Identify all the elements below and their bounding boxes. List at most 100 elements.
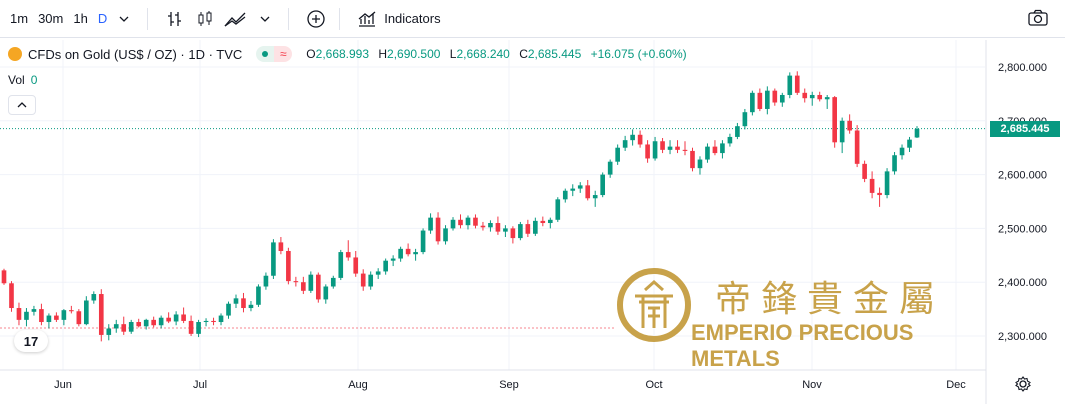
candle-up	[308, 274, 314, 291]
candle-up	[884, 171, 890, 196]
camera-icon[interactable]	[1027, 8, 1049, 33]
candle-up	[450, 219, 456, 229]
compare-toggle[interactable]: ≈	[256, 46, 293, 62]
chevron-down-icon[interactable]	[111, 6, 137, 32]
candle-down	[473, 217, 478, 226]
x-tick-label: Jun	[54, 379, 72, 391]
candle-up	[143, 319, 149, 327]
candle-up	[607, 161, 613, 175]
timeframe-1h[interactable]: 1h	[73, 11, 88, 26]
symbol-title[interactable]: CFDs on Gold (US$ / OZ) · 1D · TVC	[28, 46, 243, 62]
y-tick-label: 2,500.000	[998, 223, 1047, 235]
plus-circle-icon[interactable]	[303, 6, 329, 32]
candle-up	[779, 94, 785, 103]
candle-down	[540, 220, 546, 224]
candle-up	[809, 94, 815, 99]
candle-down	[39, 309, 44, 323]
candle-down	[832, 97, 838, 143]
candle-down	[98, 294, 104, 335]
tradingview-logo-icon[interactable]: 17	[14, 330, 48, 352]
candle-up	[383, 260, 388, 272]
candle-down	[817, 94, 823, 100]
candle-down	[525, 224, 531, 234]
close-value: 2,685.445	[527, 47, 582, 61]
indicators-icon[interactable]	[354, 6, 380, 32]
candles-icon[interactable]	[192, 6, 218, 32]
x-tick-label: Aug	[348, 379, 368, 391]
candle-up	[465, 217, 471, 226]
candle-down	[315, 274, 321, 300]
candle-down	[675, 146, 680, 150]
candle-down	[847, 120, 852, 131]
candle-down	[854, 130, 860, 164]
indicators-button[interactable]: Indicators	[384, 11, 441, 26]
candle-up	[158, 317, 164, 326]
candle-down	[345, 252, 351, 258]
candle-up	[83, 300, 89, 325]
settings-icon[interactable]	[1015, 376, 1031, 397]
y-tick-label: 2,600.000	[998, 170, 1047, 182]
chevron-down-icon[interactable]	[252, 6, 278, 32]
candle-up	[248, 304, 254, 309]
bar-chart-icon[interactable]	[162, 6, 188, 32]
last-price-tag: 2,685.445	[990, 121, 1060, 137]
candle-up	[735, 126, 740, 137]
candle-up	[667, 146, 673, 150]
candle-down	[301, 282, 306, 291]
candle-up	[892, 155, 897, 172]
candle-down	[495, 223, 501, 232]
gold-symbol-icon	[8, 47, 22, 61]
candle-up	[31, 309, 37, 312]
candle-up	[630, 134, 635, 141]
candle-up	[592, 195, 598, 199]
timeframe-1m[interactable]: 1m	[10, 11, 29, 26]
candle-down	[188, 320, 194, 334]
candle-up	[226, 303, 231, 316]
candle-down	[76, 311, 82, 325]
watermark: 帝鋒貴金屬 EMPERIO PRECIOUS METALS	[615, 268, 990, 371]
candle-up	[907, 139, 912, 148]
candle-down	[405, 248, 411, 255]
candle-down	[510, 228, 516, 239]
candle-up	[488, 223, 493, 228]
candle-down	[121, 324, 127, 332]
timeframe-d[interactable]: D	[97, 11, 108, 26]
candle-up	[390, 258, 396, 261]
candle-down	[69, 310, 74, 312]
candle-up	[398, 248, 403, 259]
candle-down	[869, 178, 875, 193]
candle-up	[518, 224, 523, 239]
candles-group	[1, 71, 920, 342]
candle-down	[637, 134, 643, 145]
candle-up	[622, 140, 628, 148]
timeframe-30m[interactable]: 30m	[38, 11, 64, 26]
line-chart-icon[interactable]	[222, 6, 248, 32]
candle-up	[765, 90, 770, 109]
wave-icon: ≈	[274, 46, 293, 62]
candle-down	[286, 250, 291, 282]
watermark-chinese: 帝鋒貴金屬	[715, 279, 946, 320]
dot-icon	[256, 46, 275, 62]
candle-down	[877, 192, 882, 196]
candle-down	[862, 163, 867, 179]
candle-down	[645, 144, 650, 159]
collapse-legend-button[interactable]	[8, 95, 36, 115]
candle-up	[503, 228, 508, 232]
candle-up	[428, 217, 433, 231]
candle-up	[218, 315, 224, 323]
candle-up	[577, 185, 583, 189]
x-tick-label: Nov	[802, 379, 822, 391]
candle-down	[682, 149, 688, 151]
high-value: 2,690.500	[387, 47, 441, 61]
candle-down	[757, 92, 763, 109]
x-tick-label: Jul	[193, 379, 207, 391]
candle-up	[330, 277, 336, 287]
candle-down	[585, 185, 591, 199]
y-tick-label: 2,300.000	[998, 331, 1047, 343]
candle-down	[278, 242, 284, 251]
candle-up	[46, 315, 52, 323]
candle-up	[271, 242, 276, 276]
candle-up	[263, 275, 269, 287]
x-tick-label: Dec	[946, 379, 966, 391]
